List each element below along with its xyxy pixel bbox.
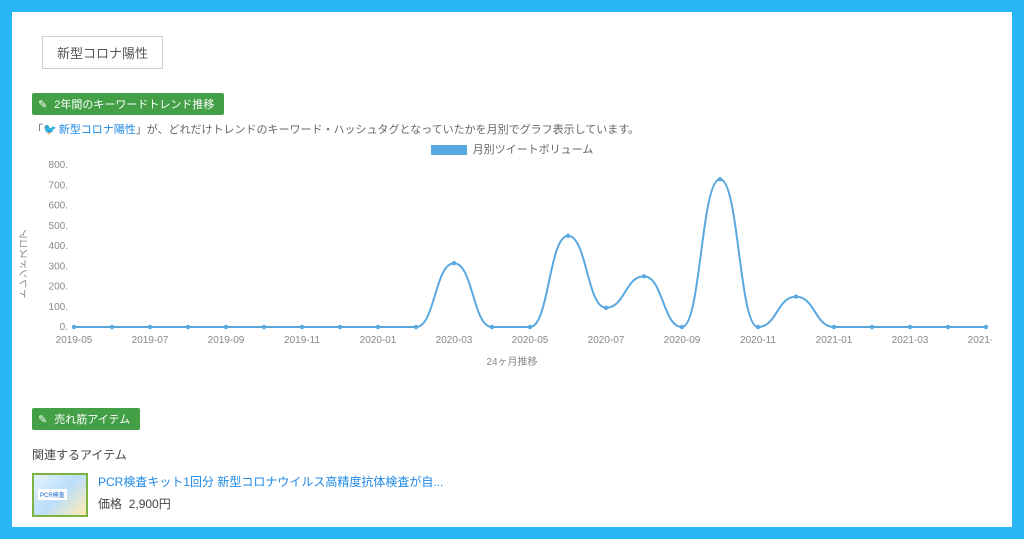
trend-section: 2年間のキーワードトレンド推移 「🐦新型コロナ陽性」が、どれだけトレンドのキーワ… (32, 93, 992, 368)
desc-suffix: 」が、どれだけトレンドのキーワード・ハッシュタグとなっていたかを月別でグラフ表示… (136, 124, 639, 136)
svg-text:2021-03: 2021-03 (892, 335, 929, 346)
svg-text:2019-09: 2019-09 (208, 335, 245, 346)
svg-text:2021-01: 2021-01 (816, 335, 853, 346)
svg-text:2020-01: 2020-01 (360, 335, 397, 346)
legend-label: 月別ツイートボリューム (473, 144, 594, 156)
svg-text:2020-05: 2020-05 (512, 335, 549, 346)
desc-prefix: 「 (32, 124, 43, 136)
svg-text:400.: 400. (49, 241, 68, 252)
items-badge-label: 売れ筋アイテム (54, 414, 130, 426)
svg-text:300.: 300. (49, 261, 68, 272)
svg-text:2021-05: 2021-05 (968, 335, 992, 346)
legend-swatch (431, 145, 467, 155)
svg-text:800.: 800. (49, 160, 68, 171)
svg-text:600.: 600. (49, 201, 68, 212)
svg-text:2020-03: 2020-03 (436, 335, 473, 346)
svg-text:700.: 700. (49, 180, 68, 191)
x-axis-title: 24ヶ月推移 (32, 353, 992, 368)
svg-text:500.: 500. (49, 221, 68, 232)
twitter-icon: 🐦 (43, 124, 57, 136)
trend-description: 「🐦新型コロナ陽性」が、どれだけトレンドのキーワード・ハッシュタグとなっていたか… (32, 121, 992, 137)
trend-chart: 0. 100. 200. 300. 400. 500. 600. 700. 800. 2019-0… (32, 159, 992, 349)
svg-text:200.: 200. (49, 282, 68, 293)
item-title-link[interactable]: PCR検査キット1回分 新型コロナウイルス高精度抗体検査が自... (98, 475, 443, 489)
svg-text:2020-11: 2020-11 (740, 335, 776, 346)
svg-text:100.: 100. (49, 302, 68, 313)
svg-text:2020-09: 2020-09 (664, 335, 701, 346)
keyword-box: 新型コロナ陽性 (42, 36, 163, 69)
trend-badge-label: 2年間のキーワードトレンド推移 (54, 99, 214, 111)
items-section-badge: 売れ筋アイテム (32, 408, 140, 430)
y-axis-title: トレンドスコア (18, 229, 33, 299)
keyword-link[interactable]: 新型コロナ陽性 (59, 124, 136, 136)
items-section: 売れ筋アイテム 関連するアイテム PCR検査キット1回分 新型コロナウイルス高精… (32, 408, 992, 517)
keyword-text: 新型コロナ陽性 (57, 46, 148, 61)
item-row: PCR検査キット1回分 新型コロナウイルス高精度抗体検査が自... 価格 2,9… (32, 473, 992, 517)
svg-text:2019-07: 2019-07 (132, 335, 169, 346)
item-thumbnail[interactable] (32, 473, 88, 517)
item-info: PCR検査キット1回分 新型コロナウイルス高精度抗体検査が自... 価格 2,9… (98, 473, 443, 512)
svg-text:2019-11: 2019-11 (284, 335, 320, 346)
svg-text:2019-05: 2019-05 (56, 335, 93, 346)
related-items-heading: 関連するアイテム (32, 446, 992, 463)
trend-section-badge: 2年間のキーワードトレンド推移 (32, 93, 224, 115)
chart-container: トレンドスコア 0.100.200.300.400.500.600.700.80… (32, 159, 992, 368)
svg-text:2020-07: 2020-07 (588, 335, 625, 346)
item-price: 価格 2,900円 (98, 495, 443, 512)
chart-legend: 月別ツイートボリューム (32, 141, 992, 157)
svg-text:0.: 0. (60, 322, 68, 333)
price-label: 価格 (98, 497, 122, 511)
price-value: 2,900円 (129, 497, 171, 511)
page-card: 新型コロナ陽性 2年間のキーワードトレンド推移 「🐦新型コロナ陽性」が、どれだけ… (12, 12, 1012, 527)
